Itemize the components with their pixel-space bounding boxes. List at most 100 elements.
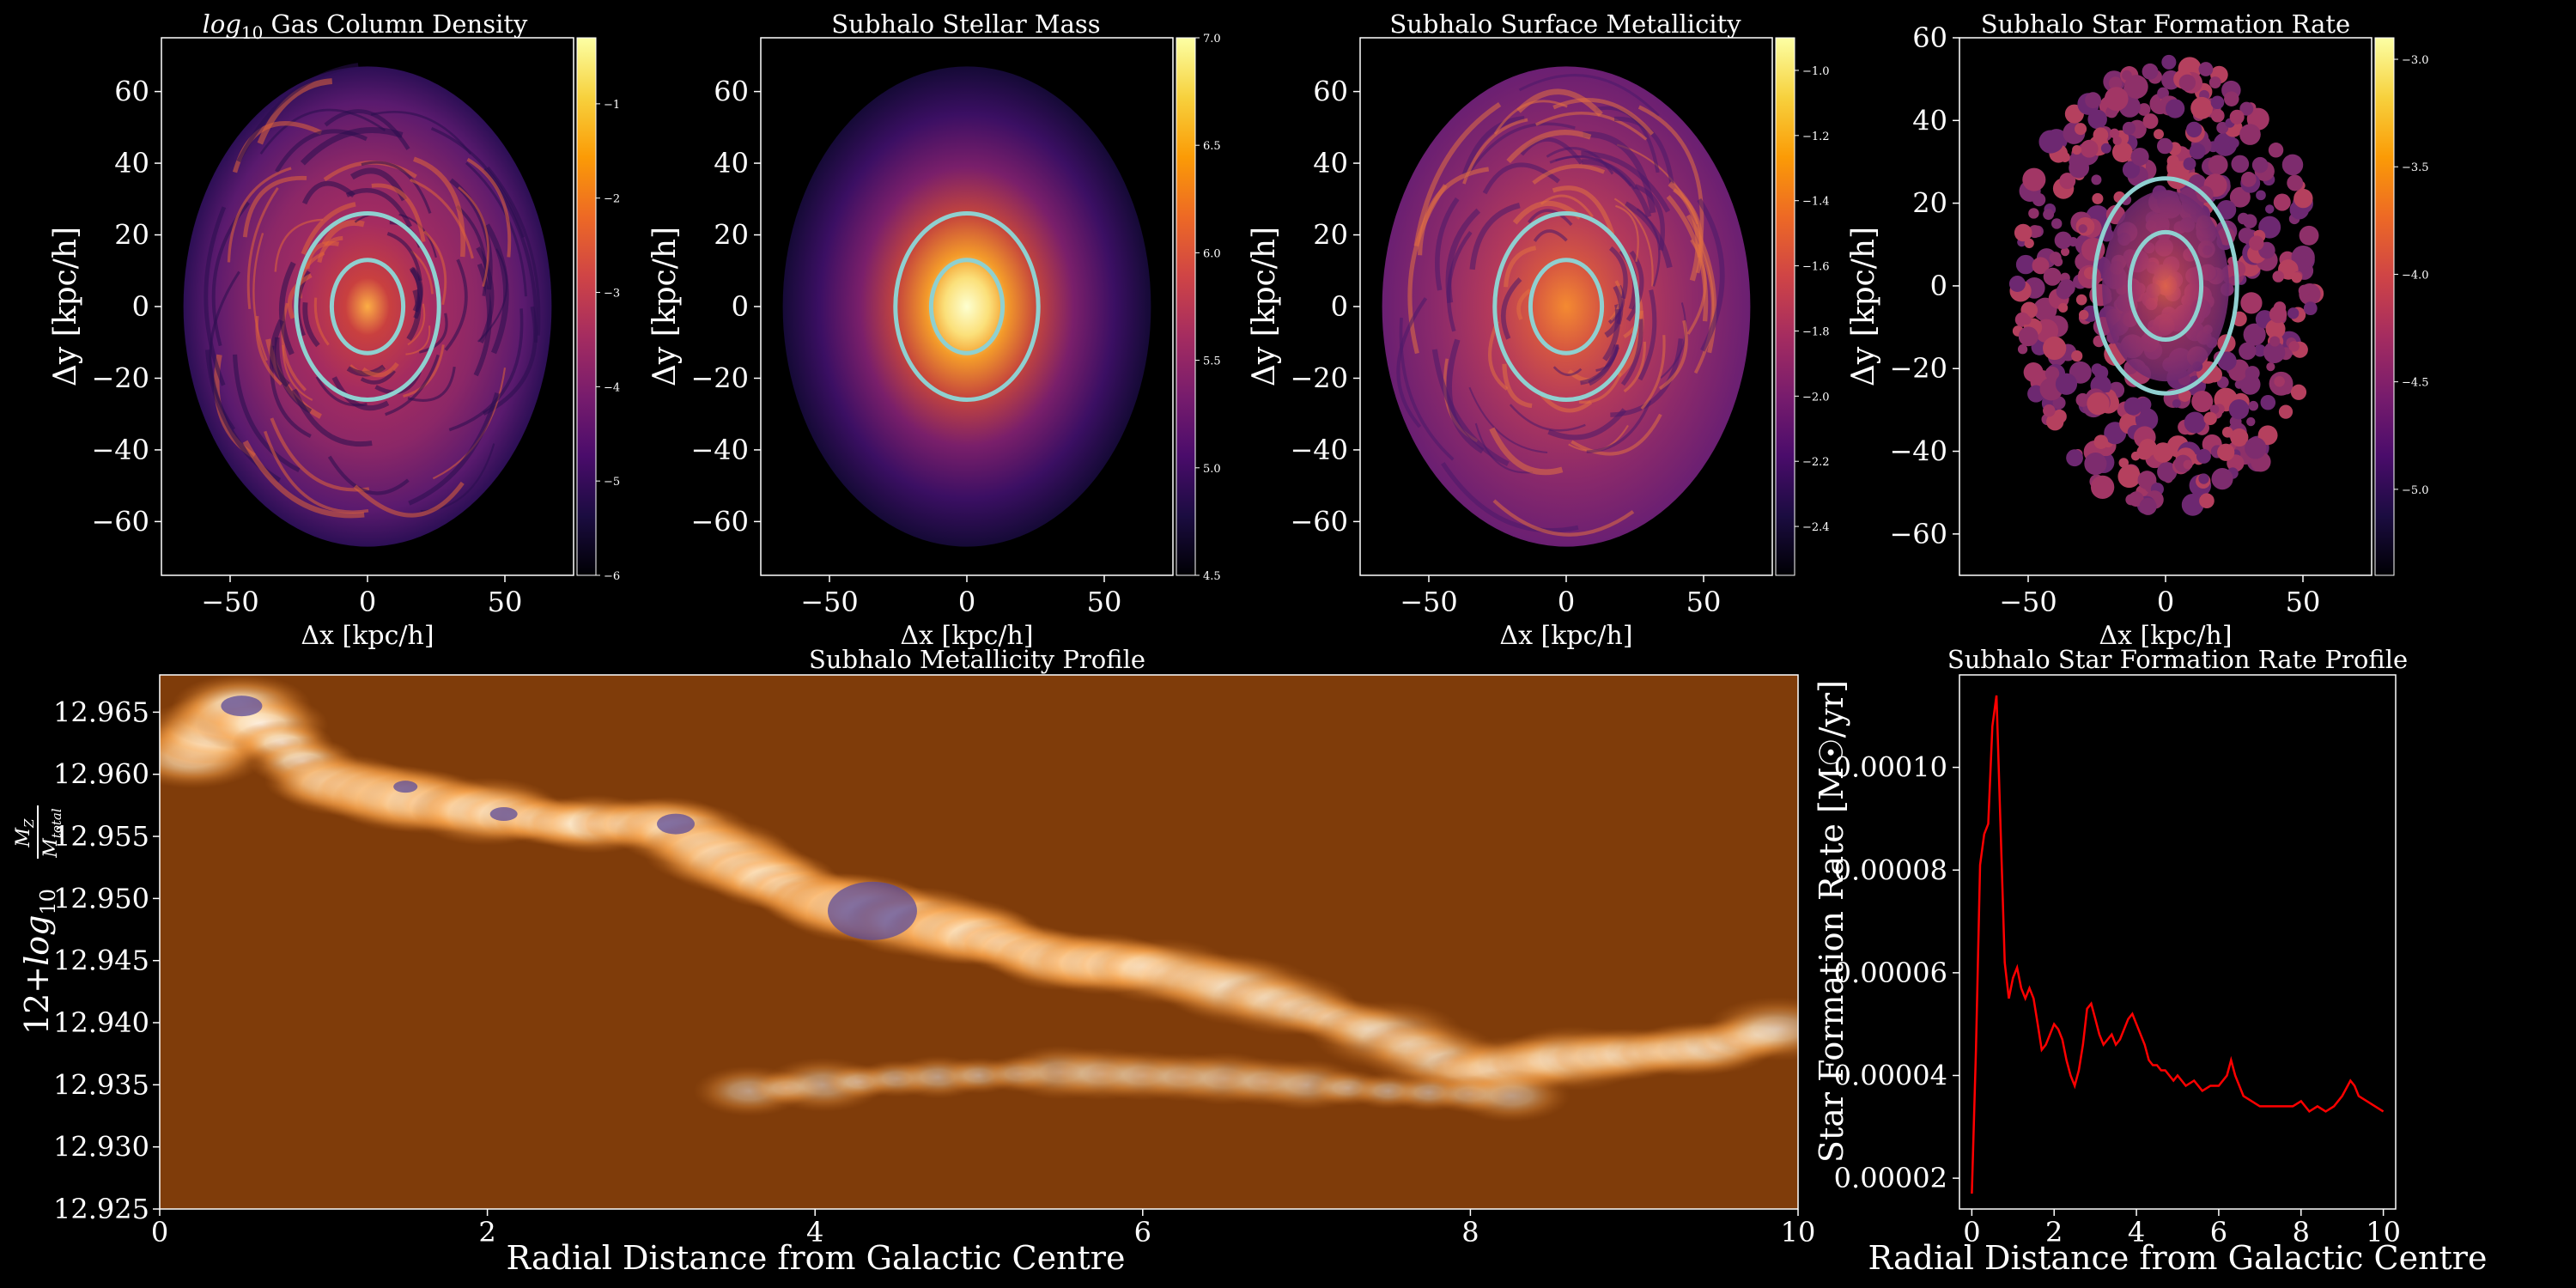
colorbar-tick-label: −2.2 (1802, 456, 1830, 469)
y-tick-label: 20 (114, 219, 149, 252)
x-tick-label: 8 (1461, 1216, 1479, 1249)
star-formation-panel: Subhalo Star Formation Rate −50 0 50 60 40 20… (1846, 9, 2429, 651)
aperture-ring (2092, 176, 2239, 396)
y-tick-label: −40 (690, 434, 749, 466)
svg-text:MZ: MZ (13, 818, 37, 848)
y-tick-label: 0.00006 (1834, 957, 1947, 989)
map-image (1382, 66, 1751, 547)
map-image (2008, 54, 2324, 516)
x-tick-label: 8 (2293, 1216, 2310, 1249)
colorbar-tick-label: −3 (604, 288, 620, 301)
x-tick-label: 2 (2045, 1216, 2063, 1249)
colorbar-tick-label: −4 (604, 381, 620, 394)
y-tick-label: 12.940 (53, 1006, 149, 1039)
x-axis-label: Radial Distance from Galactic Centre (507, 1239, 1126, 1277)
x-axis-label: Δx [kpc/h] (2099, 621, 2232, 651)
colorbar-tick-label: −2.4 (1802, 521, 1830, 534)
colorbar-tick-label: −1.6 (1802, 261, 1830, 274)
y-axis-label: 12+log10 MZ Mtotal (13, 805, 64, 1035)
panel-title: Subhalo Surface Metallicity (1389, 9, 1741, 39)
metallicity-profile-panel: Subhalo Metallicity Profile Radial Dista… (13, 645, 1815, 1277)
y-tick-label: 0.00008 (1834, 854, 1947, 886)
x-tick-label: 4 (806, 1216, 823, 1249)
y-tick-label: 60 (1912, 21, 1947, 54)
y-tick-label: 40 (1912, 104, 1947, 137)
y-tick-label: 12.925 (53, 1193, 149, 1225)
aperture-ring (893, 210, 1041, 403)
y-tick-label: 0 (732, 290, 749, 323)
map-image (782, 66, 1151, 547)
galaxy-disc (782, 66, 1151, 547)
y-axis-label: Δy [kpc/h] (1846, 227, 1881, 386)
x-tick-label: 50 (488, 586, 523, 618)
x-tick-label: 50 (1686, 586, 1722, 618)
colorbar-tick-label: 4.5 (1203, 570, 1221, 583)
y-tick-label: 0 (1331, 290, 1348, 323)
aperture-ring (928, 258, 1005, 355)
panel-title: Subhalo Star Formation Rate (1981, 9, 2350, 39)
y-tick-label: 0.00004 (1834, 1060, 1947, 1092)
colorbar-tick-label: −6 (604, 570, 620, 583)
svg-text:Mtotal: Mtotal (40, 808, 64, 859)
galaxy-disc (1382, 66, 1751, 547)
x-tick-label: 6 (1134, 1216, 1151, 1249)
y-tick-label: −60 (690, 505, 749, 538)
x-tick-label: −50 (201, 586, 259, 618)
heatmap-peak (221, 696, 263, 717)
colorbar-tick-label: −2 (604, 193, 620, 206)
x-axis-label: Δx [kpc/h] (1499, 621, 1632, 651)
map-image (183, 63, 552, 547)
colorbar-tick-label: 6.5 (1203, 140, 1221, 153)
x-tick-label: 0 (1963, 1216, 1980, 1249)
x-tick-label: 0 (958, 586, 975, 618)
panel-title: Subhalo Stellar Mass (831, 9, 1100, 39)
colorbar-tick-label: −1.0 (1802, 65, 1830, 78)
y-axis-label: Δy [kpc/h] (48, 227, 83, 386)
gas-density-panel: log10 Gas Column Density −50 0 50 60 40 20 0 −2… (48, 9, 620, 651)
colorbar (2374, 37, 2395, 576)
x-tick-label: 50 (1087, 586, 1122, 618)
y-tick-label: −20 (1889, 352, 1947, 385)
y-tick-label: −40 (1889, 435, 1947, 468)
colorbar-tick-label: −1 (604, 99, 620, 112)
y-tick-label: −60 (91, 505, 149, 538)
y-tick-label: −20 (91, 361, 149, 394)
x-tick-label: −50 (1400, 586, 1458, 618)
x-tick-label: 0 (2157, 586, 2174, 618)
aperture-ring (1528, 258, 1605, 355)
y-tick-label: 40 (1313, 147, 1348, 179)
y-tick-label: 12.930 (53, 1131, 149, 1163)
colorbar-tick-label: −5.0 (2402, 484, 2429, 497)
y-tick-label: 60 (714, 76, 749, 108)
y-tick-label: 40 (714, 147, 749, 179)
colorbar-tick-label: 5.0 (1203, 463, 1221, 476)
colorbar (576, 37, 597, 576)
plot-frame (159, 674, 1799, 1210)
y-tick-label: 60 (1313, 76, 1348, 108)
y-tick-label: 12.955 (53, 820, 149, 853)
heatmap-peak (657, 813, 696, 835)
x-tick-label: 2 (478, 1216, 495, 1249)
colorbar-tick-label: −3.0 (2402, 54, 2429, 67)
colorbar-tick-label: 7.0 (1203, 33, 1221, 46)
svg-text:12+log10: 12+log10 (18, 889, 60, 1035)
y-tick-label: 20 (1313, 219, 1348, 252)
plot-frame (1959, 674, 2397, 1210)
y-tick-label: −20 (1290, 361, 1348, 394)
colorbar-tick-label: −1.4 (1802, 196, 1830, 209)
colorbar-tick-label: −1.2 (1802, 131, 1830, 143)
heatmap-peak (489, 807, 518, 822)
y-tick-label: 12.935 (53, 1068, 149, 1101)
y-tick-label: −60 (1889, 518, 1947, 550)
aperture-ring (329, 258, 406, 355)
colorbar-tick-label: −4.0 (2402, 269, 2429, 282)
x-tick-label: 0 (359, 586, 376, 618)
colorbar-tick-label: −5 (604, 476, 620, 489)
y-axis-label: Δy [kpc/h] (1247, 227, 1282, 386)
y-tick-label: 0 (1930, 270, 1947, 302)
galaxy-disc (183, 66, 552, 547)
y-tick-label: −40 (91, 434, 149, 466)
y-tick-label: 0.00010 (1834, 751, 1947, 784)
panel-title: Subhalo Star Formation Rate Profile (1947, 645, 2408, 674)
